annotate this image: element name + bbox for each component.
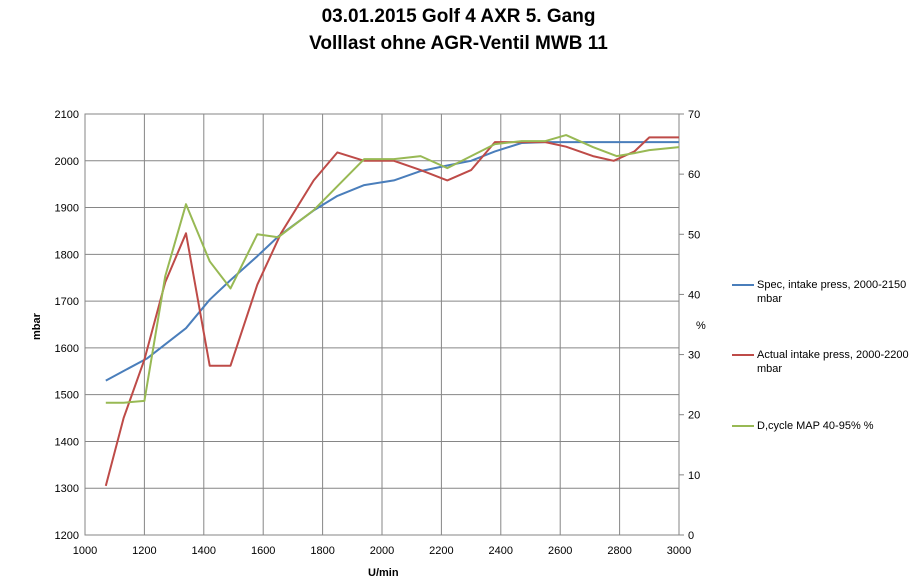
y2-tick-label: 60 <box>688 169 700 181</box>
x-tick-label: 2800 <box>607 545 631 557</box>
y-tick-label: 1800 <box>55 249 79 261</box>
y2-tick-label: 50 <box>688 229 700 241</box>
legend-swatch-2 <box>732 354 754 356</box>
x-tick-label: 3000 <box>667 545 691 557</box>
y-tick-label: 1500 <box>55 390 79 402</box>
plot-area-border <box>84 113 680 536</box>
y2-axis-label: % <box>696 320 706 332</box>
x-tick-label: 2400 <box>489 545 513 557</box>
y2-tick-label: 40 <box>688 289 700 301</box>
axis-ticks: 1200 1300 1400 1500 1600 1700 1800 1900 2000 2100… <box>55 109 701 557</box>
y-tick-label: 1600 <box>55 343 79 355</box>
y-tick-label: 1300 <box>55 483 79 495</box>
chart-grid <box>84 113 680 536</box>
chart-subtitle: Volllast ohne AGR-Ventil MWB 11 <box>309 33 608 54</box>
series-lines <box>104 134 680 487</box>
x-tick-label: 1000 <box>73 545 97 557</box>
y-tick-label: 2000 <box>55 156 79 168</box>
y2-tick-label: 0 <box>688 530 694 542</box>
y-tick-label: 1200 <box>55 530 79 542</box>
legend-entry-3: D,cycle MAP 40-95% % <box>757 420 874 432</box>
y-tick-label: 1700 <box>55 296 79 308</box>
x-tick-label: 1200 <box>132 545 156 557</box>
x-tick-label: 2600 <box>548 545 572 557</box>
chart-title: 03.01.2015 Golf 4 AXR 5. Gang <box>321 6 596 27</box>
x-tick-label: 1600 <box>251 545 275 557</box>
x-tick-label: 2000 <box>370 545 394 557</box>
y2-tick-label: 30 <box>688 350 700 362</box>
y-tick-label: 2100 <box>55 109 79 121</box>
series-line-3 <box>105 134 680 404</box>
x-tick-label: 2200 <box>429 545 453 557</box>
series-line-2 <box>104 136 679 487</box>
x-tick-label: 1800 <box>310 545 334 557</box>
legend-entry-2: Actual intake press, 2000-2200 mbar <box>757 349 909 375</box>
legend-entry-1: Spec, intake press, 2000-2150 mbar <box>757 279 907 305</box>
y2-tick-label: 10 <box>688 470 700 482</box>
legend-swatch-3 <box>732 425 754 427</box>
y2-tick-label: 70 <box>688 109 700 121</box>
x-tick-label: 1400 <box>192 545 216 557</box>
y-tick-label: 1400 <box>55 436 79 448</box>
x-axis-label: U/min <box>368 567 399 579</box>
y-tick-label: 1900 <box>55 203 79 215</box>
legend-swatch-1 <box>732 284 754 286</box>
y-axis-label: mbar <box>31 312 43 340</box>
y2-tick-label: 20 <box>688 410 700 422</box>
